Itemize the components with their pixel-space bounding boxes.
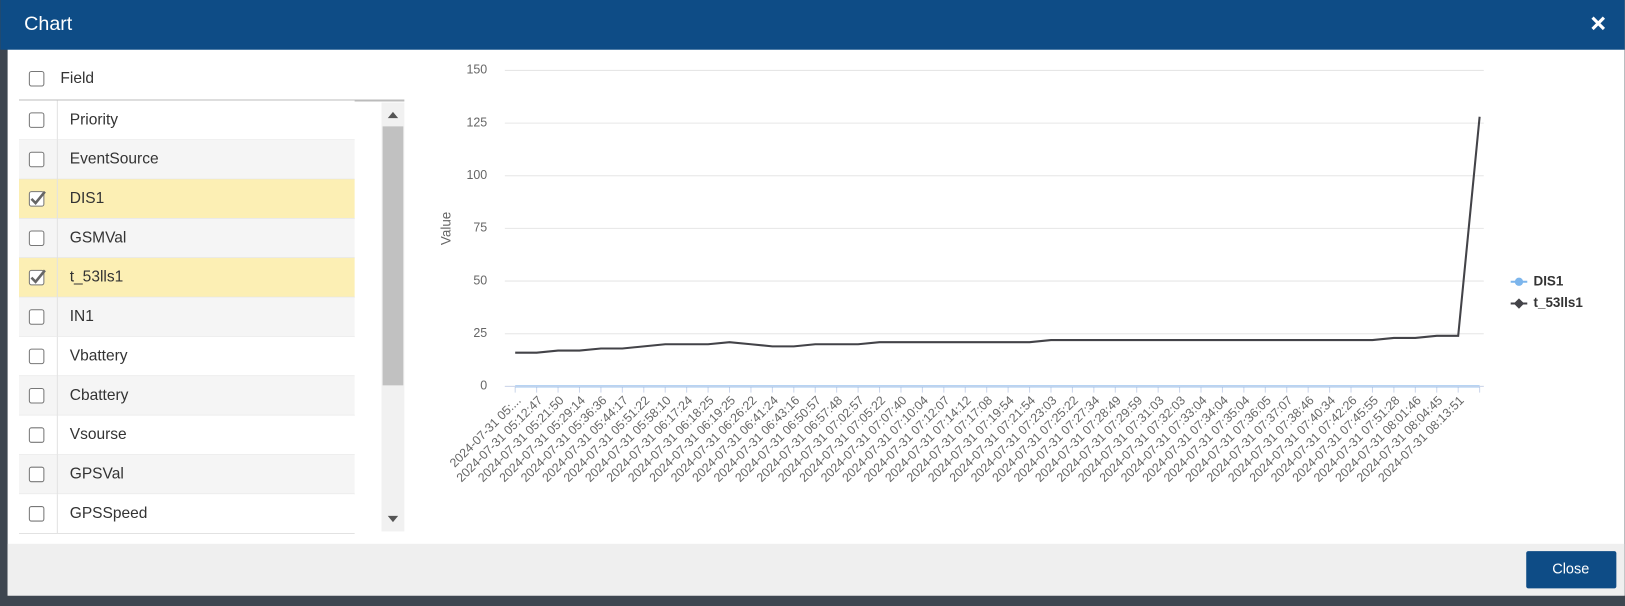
field-label[interactable]: Vbattery <box>70 347 128 364</box>
field-label[interactable]: GPSSpeed <box>70 505 148 522</box>
field-label[interactable]: Priority <box>70 111 119 128</box>
field-label[interactable]: Vsourse <box>70 426 127 443</box>
field-checkbox[interactable] <box>28 309 45 325</box>
close-button[interactable] <box>1526 551 1617 589</box>
field-label[interactable]: GSMVal <box>70 229 127 246</box>
field-checkbox[interactable] <box>28 506 45 522</box>
field-label[interactable]: EventSource <box>70 151 159 168</box>
field-row[interactable] <box>19 218 355 258</box>
field-checkbox[interactable] <box>28 269 45 286</box>
dialog-title: Chart <box>24 13 73 35</box>
series-line <box>515 116 1481 354</box>
legend-label[interactable]: t_53lls1 <box>1533 295 1583 310</box>
y-tick-label: 150 <box>466 63 487 77</box>
field-row[interactable] <box>19 179 355 219</box>
legend-marker <box>1514 277 1524 286</box>
field-row[interactable] <box>19 297 355 337</box>
y-tick-label: 50 <box>473 273 487 287</box>
field-checkbox[interactable] <box>28 230 45 247</box>
field-checkbox[interactable] <box>28 466 45 483</box>
y-tick-label: 125 <box>466 115 487 129</box>
field-row[interactable] <box>19 376 355 416</box>
scroll-down[interactable] <box>387 515 399 523</box>
checkmark <box>30 190 46 205</box>
field-label[interactable]: IN1 <box>70 308 94 325</box>
field-row[interactable] <box>19 494 355 534</box>
field-checkbox[interactable] <box>28 387 45 404</box>
field-label[interactable]: t_53lls1 <box>70 269 123 286</box>
field-rows: Priority EventSource DIS1 GSMVal t_53lls1 IN1… <box>19 100 355 535</box>
field-label[interactable]: GPSVal <box>70 466 124 483</box>
dialog-footer <box>7 543 1625 596</box>
field-row[interactable] <box>19 336 355 377</box>
field-checkbox[interactable] <box>28 348 45 365</box>
field-label[interactable]: Cbattery <box>70 387 129 404</box>
field-checkbox[interactable] <box>28 151 45 168</box>
close-button-label[interactable]: Close <box>1552 562 1589 578</box>
dialog-header <box>0 0 1625 50</box>
close-icon[interactable] <box>1591 16 1606 31</box>
legend-label[interactable]: DIS1 <box>1533 273 1563 288</box>
field-checkbox[interactable] <box>28 427 45 443</box>
scrollbar-thumb[interactable] <box>382 126 404 386</box>
field-row[interactable] <box>19 257 355 298</box>
y-tick-label: 0 <box>480 379 487 393</box>
field-checkbox[interactable] <box>28 112 45 128</box>
field-row[interactable] <box>19 100 355 140</box>
field-label[interactable]: DIS1 <box>70 190 105 207</box>
field-header: Field <box>60 70 94 87</box>
select-all-checkbox[interactable] <box>28 70 45 87</box>
y-tick-label: 75 <box>473 221 487 235</box>
y-tick-label: 100 <box>466 168 487 182</box>
legend-marker <box>1513 298 1525 309</box>
field-checkbox[interactable] <box>28 191 45 207</box>
scroll-up[interactable] <box>387 111 399 119</box>
field-row[interactable] <box>19 454 355 495</box>
field-row[interactable] <box>19 415 355 455</box>
checkmark <box>30 269 46 284</box>
y-tick-label: 25 <box>473 326 487 340</box>
y-axis-title: Value <box>438 212 453 245</box>
field-row[interactable] <box>19 139 355 180</box>
